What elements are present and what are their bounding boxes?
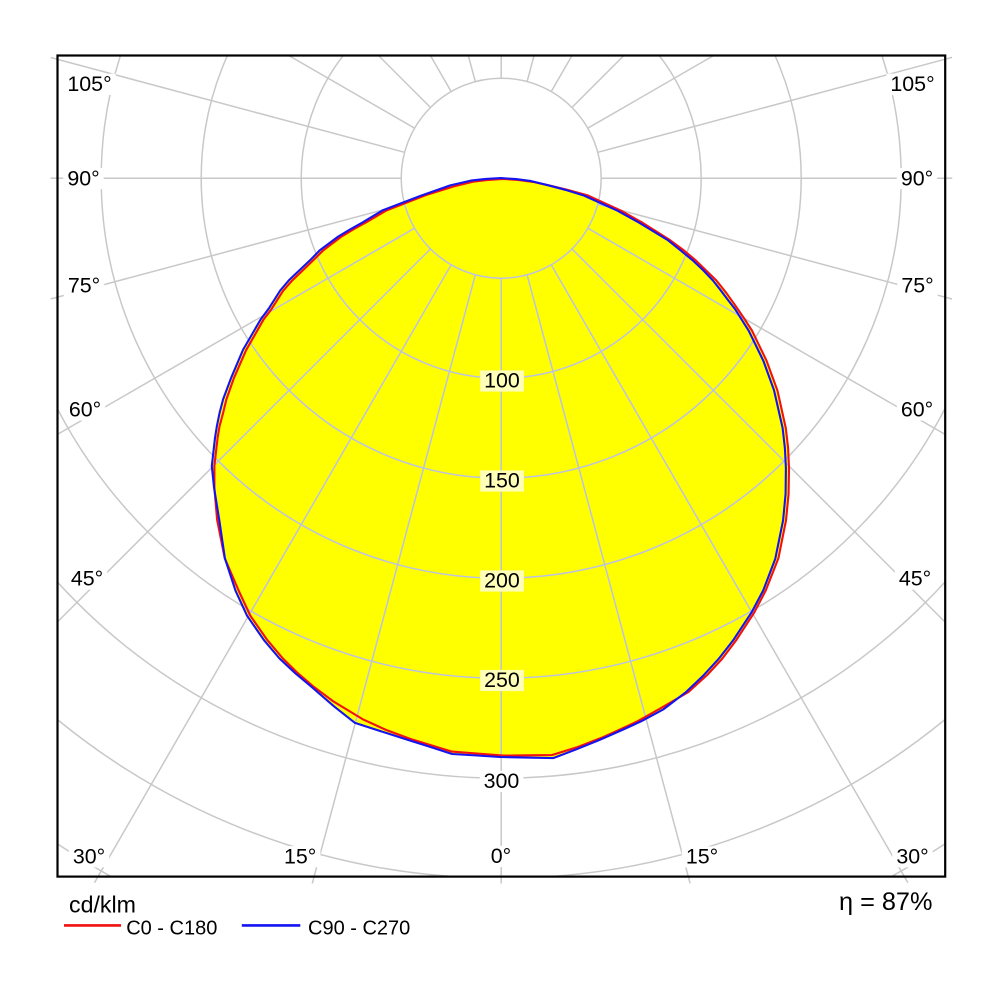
svg-text:30°: 30° <box>896 844 928 868</box>
svg-text:cd/klm: cd/klm <box>69 891 136 917</box>
svg-text:250: 250 <box>484 668 520 692</box>
svg-text:45°: 45° <box>71 567 103 591</box>
svg-text:100: 100 <box>484 369 520 393</box>
svg-text:300: 300 <box>484 769 520 793</box>
svg-text:75°: 75° <box>68 274 100 298</box>
svg-text:60°: 60° <box>901 398 933 422</box>
svg-text:η = 87%: η = 87% <box>839 888 933 916</box>
svg-text:150: 150 <box>484 469 520 493</box>
svg-text:200: 200 <box>484 569 520 593</box>
svg-text:15°: 15° <box>686 845 718 869</box>
svg-text:C90 - C270: C90 - C270 <box>308 917 410 939</box>
svg-text:C0 - C180: C0 - C180 <box>126 917 217 939</box>
svg-text:15°: 15° <box>284 844 316 868</box>
svg-text:90°: 90° <box>67 166 99 190</box>
svg-text:30°: 30° <box>73 844 105 868</box>
svg-text:45°: 45° <box>899 567 931 591</box>
svg-text:0°: 0° <box>491 844 511 868</box>
svg-text:90°: 90° <box>901 166 933 190</box>
svg-text:105°: 105° <box>890 72 934 96</box>
svg-text:75°: 75° <box>901 274 933 298</box>
svg-text:60°: 60° <box>69 398 101 422</box>
svg-text:105°: 105° <box>67 72 111 96</box>
